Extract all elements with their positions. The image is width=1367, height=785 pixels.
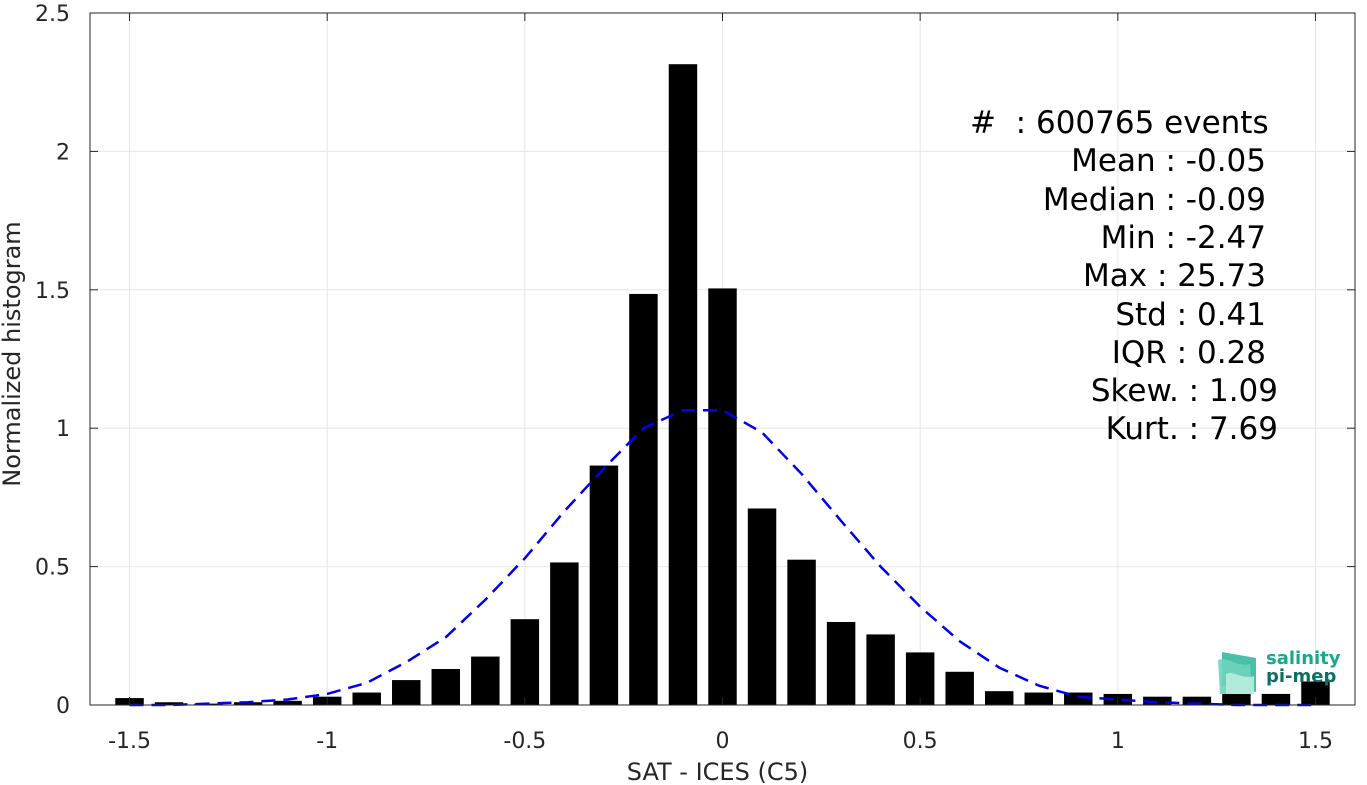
x-tick-label: -0.5 — [503, 729, 546, 754]
histogram-bar — [1024, 692, 1053, 705]
histogram-bar — [550, 562, 579, 705]
x-tick-label: 1.5 — [1298, 729, 1333, 754]
x-tick-label: 0.5 — [903, 729, 938, 754]
stat-skew: Skew. : 1.09 — [1090, 373, 1278, 410]
histogram-bar — [945, 671, 974, 705]
histogram-bar — [826, 621, 856, 705]
histogram-bar — [1182, 696, 1212, 705]
y-axis-label: Normalized histogram — [0, 221, 26, 486]
stat-median: Median : -0.09 — [1042, 181, 1266, 218]
logo-text-pi-mep: pi-mep — [1266, 666, 1337, 687]
histogram-bar — [233, 702, 263, 705]
histogram-bar — [984, 691, 1014, 705]
x-tick-label: 1 — [1111, 729, 1125, 754]
y-axis-ticks: 0 0.5 1 1.5 2 2.5 — [35, 2, 1355, 719]
histogram-bar — [1064, 692, 1093, 705]
x-tick-label: 0 — [716, 729, 730, 754]
histogram-bar — [668, 64, 698, 705]
y-tick-label: 0 — [56, 694, 70, 719]
histogram-bar — [471, 656, 500, 705]
histogram-bar — [392, 680, 421, 705]
x-axis-ticks: -1.5 -1 -0.5 0 0.5 1 1.5 — [108, 13, 1333, 754]
histogram-bar — [1301, 681, 1330, 705]
histogram-bar — [154, 702, 184, 705]
stat-max: Max : 25.73 — [1083, 258, 1266, 295]
histogram-bar — [510, 619, 540, 705]
y-tick-label: 0.5 — [35, 556, 70, 581]
y-tick-label: 1.5 — [35, 279, 70, 304]
logo-text-salinity: salinity — [1266, 648, 1341, 669]
stat-std: Std : 0.41 — [1115, 296, 1266, 333]
histogram-bar — [1143, 696, 1172, 705]
histogram-bar — [1261, 693, 1291, 705]
histogram-bar — [787, 559, 816, 705]
histogram-bar — [273, 700, 302, 705]
salinity-pi-mep-logo: salinity pi-mep — [1216, 646, 1346, 696]
y-tick-label: 1 — [56, 417, 70, 442]
stat-mean: Mean : -0.05 — [1071, 143, 1266, 180]
stat-iqr: IQR : 0.28 — [1111, 334, 1266, 371]
histogram-bars — [115, 64, 1330, 705]
x-tick-label: -1 — [316, 729, 338, 754]
x-axis-label: SAT - ICES (C5) — [627, 758, 808, 785]
y-tick-label: 2 — [56, 140, 70, 165]
histogram-bar — [352, 692, 381, 705]
y-tick-label: 2.5 — [35, 2, 70, 27]
gaussian-fit-curve — [129, 408, 1316, 707]
histogram-bar — [589, 465, 619, 705]
logo-mark-icon — [1218, 652, 1256, 694]
histogram-bar — [866, 634, 895, 705]
histogram-bar — [1222, 693, 1251, 705]
histogram-bar — [747, 508, 777, 705]
histogram-bar — [708, 288, 737, 705]
histogram-bar — [905, 652, 935, 705]
stat-kurt: Kurt. : 7.69 — [1105, 411, 1278, 448]
stat-min: Min : -2.47 — [1100, 219, 1266, 256]
stat-count: # : 600765 events — [970, 105, 1269, 141]
histogram-bar — [629, 293, 658, 705]
x-tick-label: -1.5 — [108, 729, 151, 754]
histogram-bar — [431, 669, 461, 705]
